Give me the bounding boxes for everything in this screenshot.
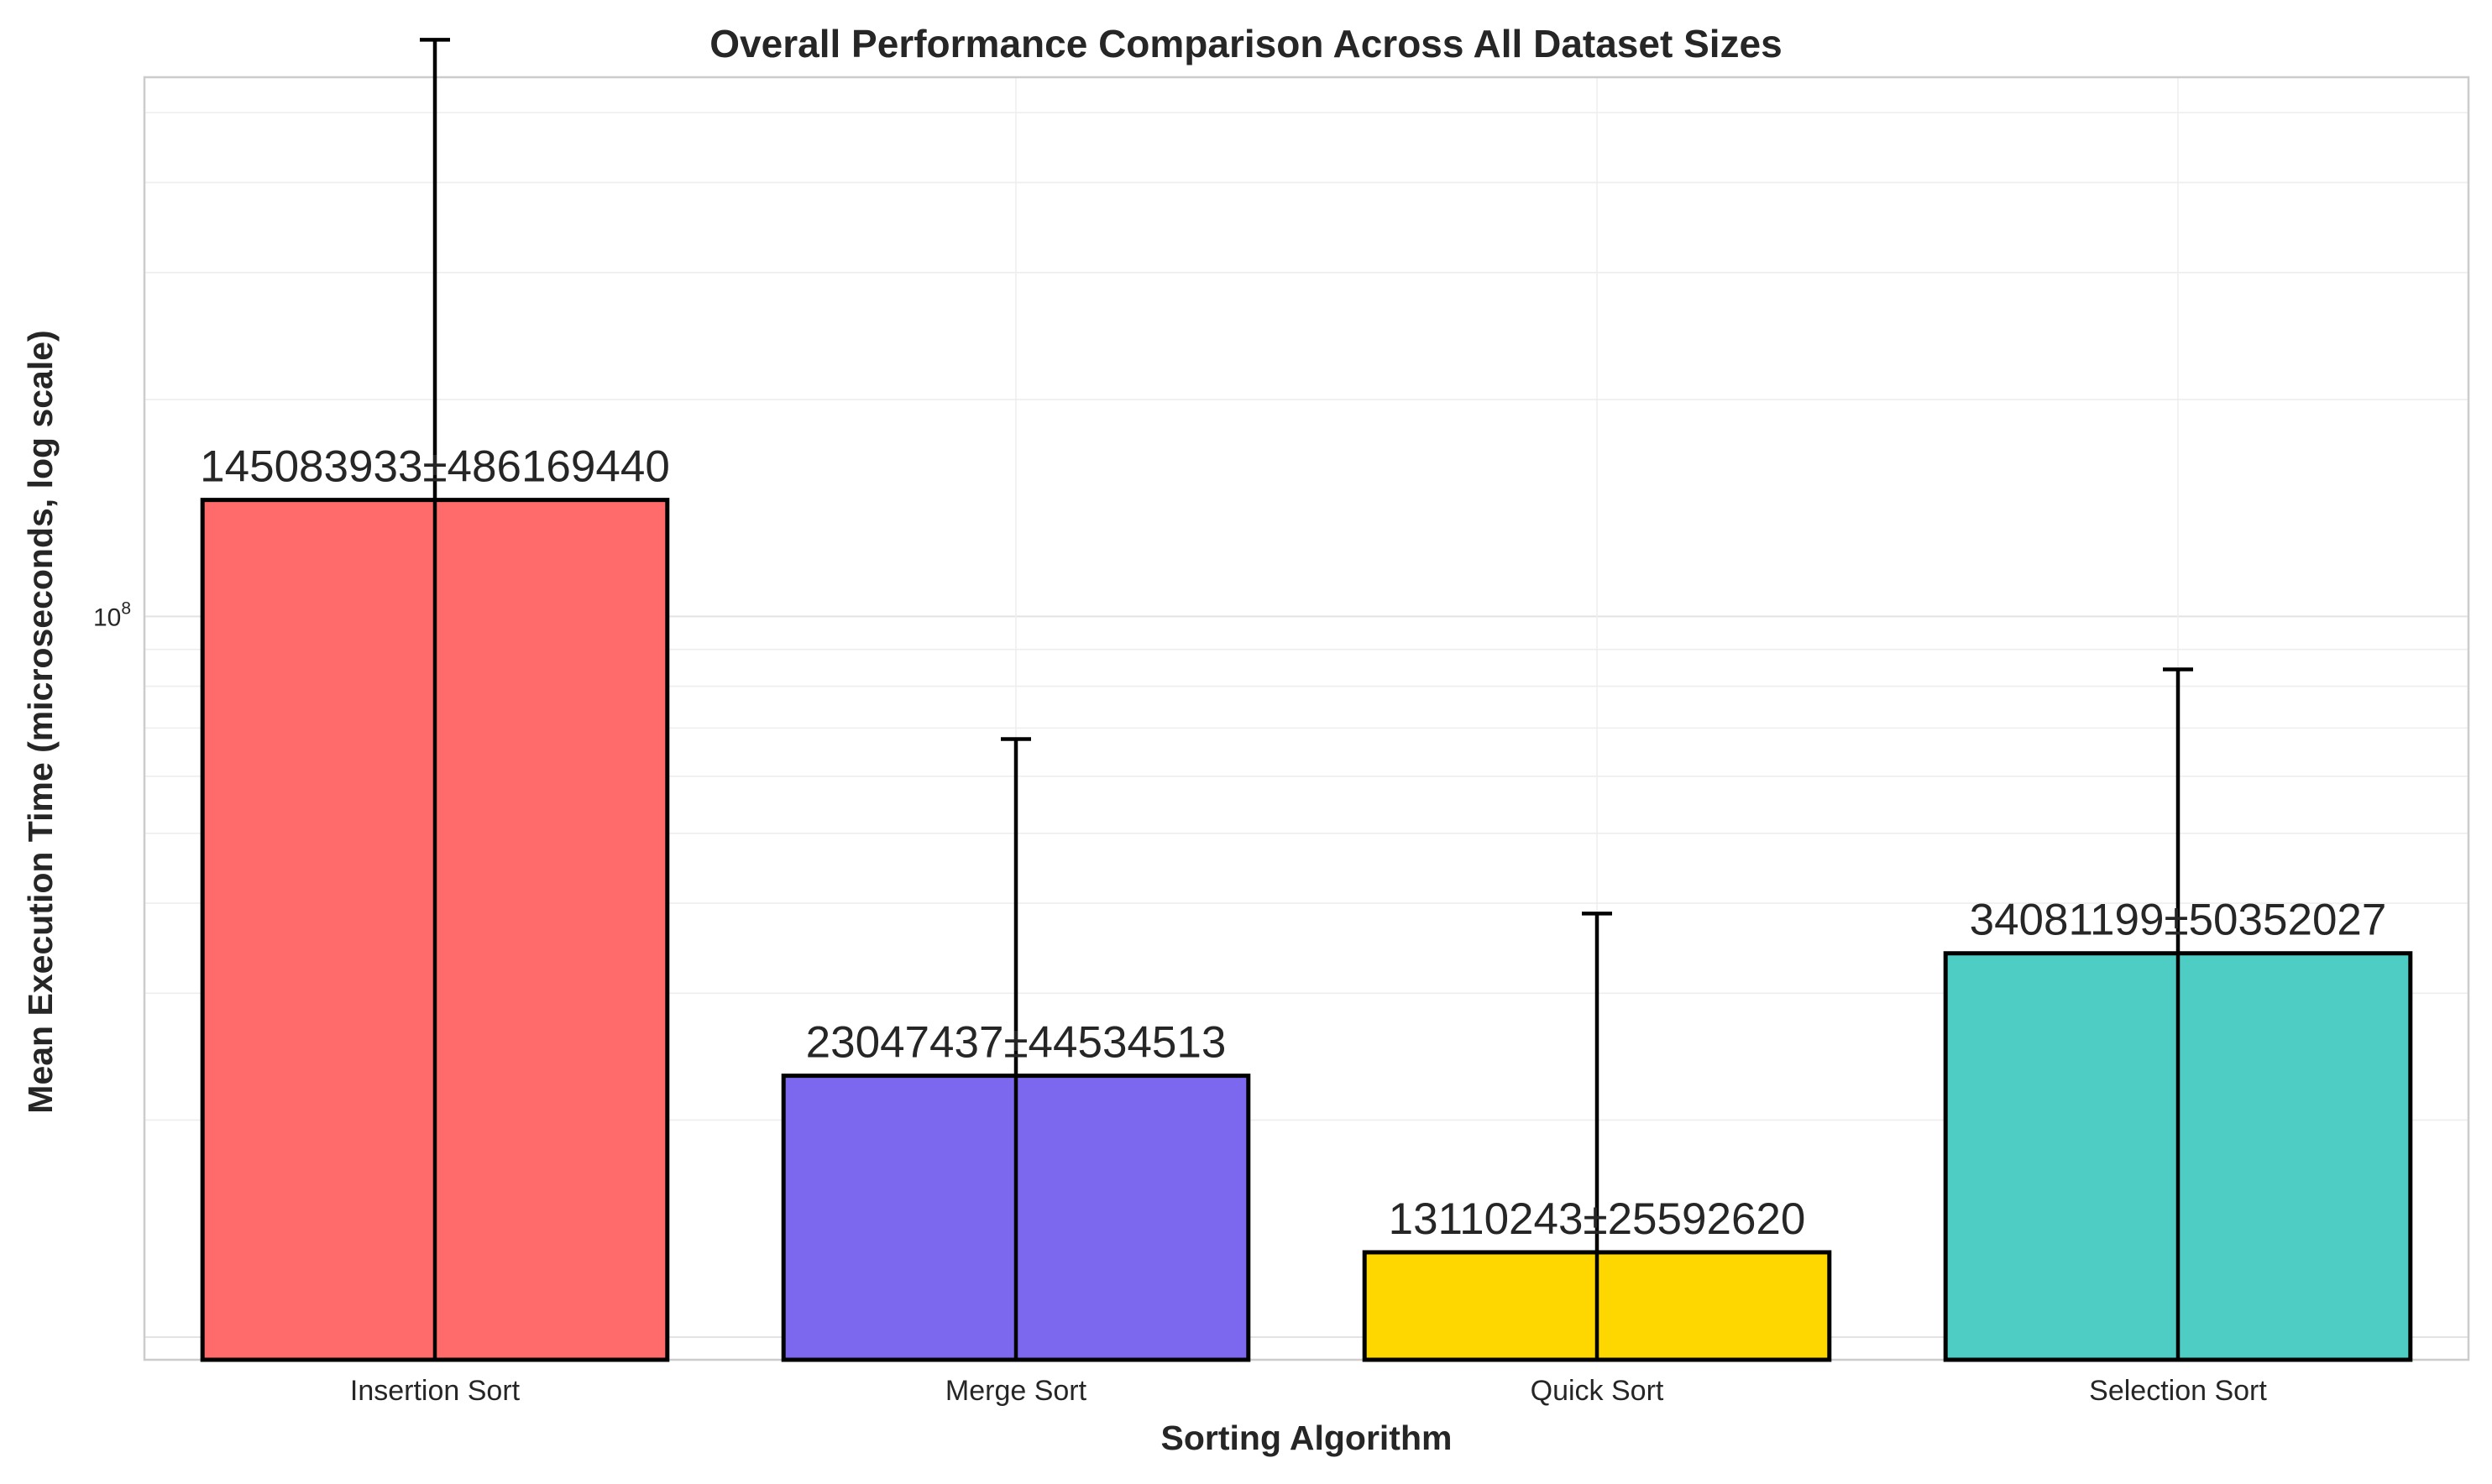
chart-title: Overall Performance Comparison Across Al… — [709, 22, 1782, 65]
data-label: 145083933±486169440 — [200, 442, 670, 492]
y-tick-label: 108 — [93, 598, 131, 631]
data-labels: 145083933±486169440 23047437±44534513 1311… — [200, 442, 2386, 1244]
error-bars — [420, 38, 2193, 1360]
plot-frame — [143, 76, 2470, 1361]
x-tick-label: Quick Sort — [1531, 1375, 1664, 1407]
y-axis-label: Mean Execution Time (microseconds, log s… — [21, 330, 60, 1113]
x-axis-label: Sorting Algorithm — [1161, 1419, 1453, 1457]
data-label: 34081199±50352027 — [1970, 896, 2387, 945]
x-tick-label: Merge Sort — [945, 1375, 1087, 1407]
y-tick-labels: 108 — [93, 598, 131, 631]
data-label: 13110243±25592620 — [1389, 1194, 1806, 1244]
x-tick-label: Selection Sort — [2089, 1375, 2267, 1407]
data-label: 23047437±44534513 — [806, 1018, 1227, 1068]
x-tick-labels: Insertion Sort Merge Sort Quick Sort Select… — [350, 1375, 2267, 1407]
x-tick-label: Insertion Sort — [350, 1375, 521, 1407]
